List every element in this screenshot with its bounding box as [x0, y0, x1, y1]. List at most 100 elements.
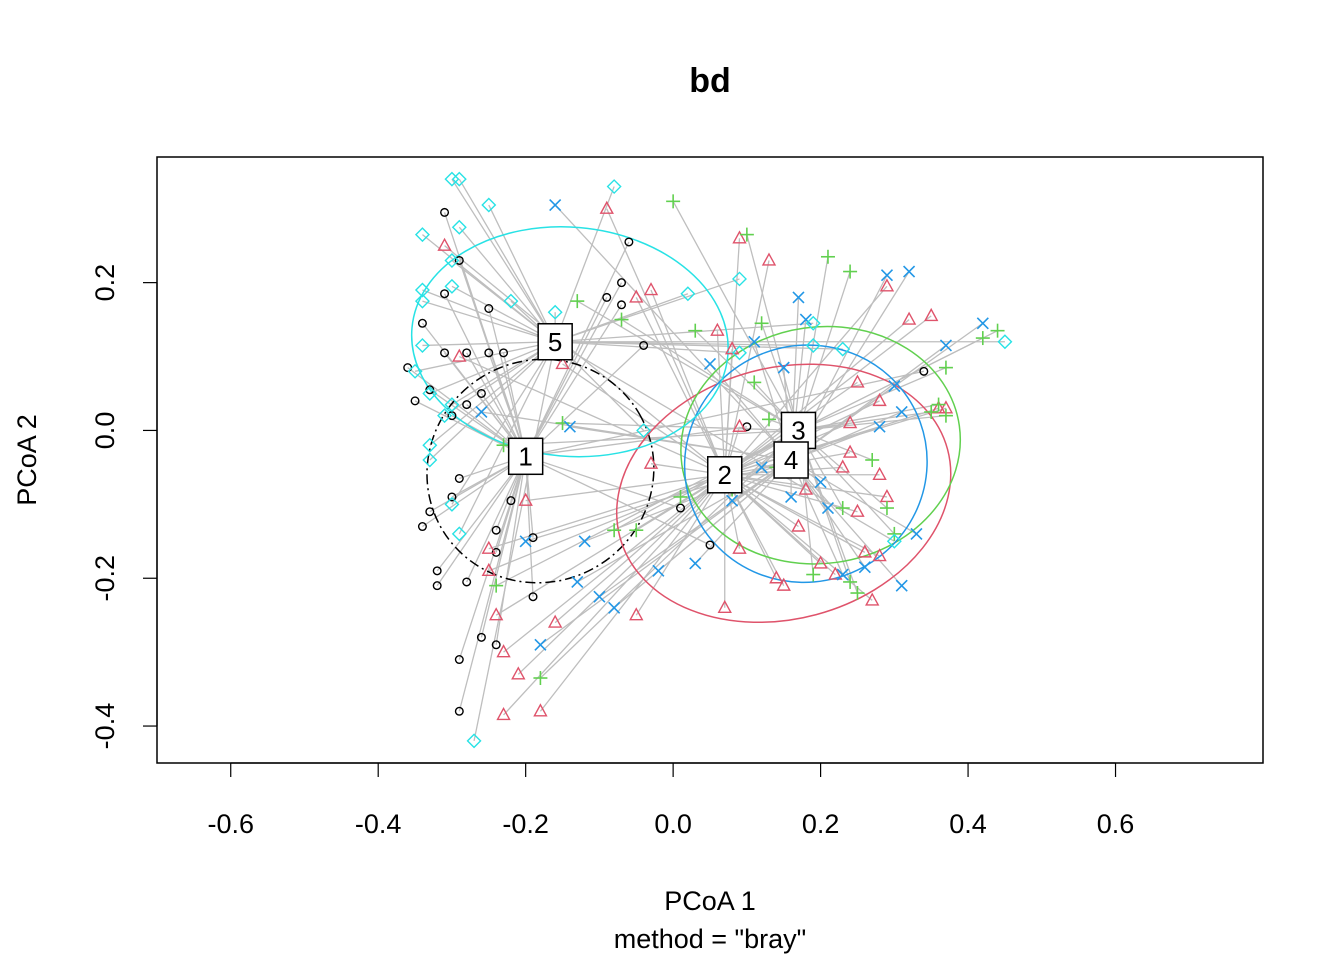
spider-line-g5-7	[422, 300, 556, 343]
centroid-text-5: 5	[548, 327, 562, 357]
point-g2-15	[511, 666, 526, 680]
spider-line-g4-28	[790, 459, 917, 535]
point-g5-24	[732, 345, 747, 361]
point-g5-2	[481, 197, 497, 213]
point-g1-36	[676, 503, 686, 513]
point-g1-11	[499, 348, 509, 358]
point-g4-6	[652, 564, 665, 577]
point-g3-20	[806, 567, 821, 582]
point-g2-12	[481, 562, 496, 577]
point-g5-12	[407, 363, 423, 379]
spider-line-g5-13	[429, 341, 556, 395]
point-g3-14	[761, 412, 776, 427]
centroid-box-2	[706, 456, 743, 494]
point-g2-18	[547, 614, 563, 628]
point-g2-40	[924, 307, 939, 322]
point-g4-26	[895, 579, 908, 592]
point-g1-7	[440, 348, 450, 358]
point-g2-28	[828, 566, 843, 580]
centroid-box-1	[507, 437, 544, 476]
point-g1-29	[491, 640, 501, 650]
spider-line-g3-8	[672, 201, 800, 431]
spider-line-g1-28	[458, 456, 527, 660]
spider-line-g5-0	[451, 178, 556, 343]
spider-line-g3-4	[576, 300, 799, 432]
point-g5-18	[444, 496, 460, 512]
spider-line-g2-9	[724, 260, 770, 475]
point-g4-1	[563, 420, 576, 433]
point-g2-4	[629, 289, 644, 303]
spider-line-g4-26	[790, 459, 903, 587]
point-g2-7	[724, 341, 740, 355]
point-g1-16	[447, 492, 457, 502]
x-tick-label-1: -0.4	[355, 809, 402, 839]
point-g4-21	[858, 561, 871, 574]
point-g2-2	[555, 355, 570, 370]
point-g3-12	[747, 375, 762, 390]
point-g1-30	[454, 706, 464, 716]
point-g2-20	[643, 455, 659, 469]
ellipse-group-2	[615, 363, 952, 624]
point-g1-19	[432, 566, 442, 576]
point-g1-18	[417, 522, 427, 532]
y-tick-label-0: -0.4	[90, 703, 120, 750]
point-g4-22	[873, 420, 886, 433]
spider-line-g2-12	[488, 474, 725, 572]
point-g2-16	[496, 707, 511, 721]
point-g2-22	[732, 540, 747, 554]
spider-line-g5-18	[451, 341, 556, 505]
point-g5-15	[437, 408, 453, 424]
point-g1-6	[425, 385, 435, 395]
point-g5-9	[503, 293, 519, 309]
y-tick-label-2: 0.0	[90, 412, 120, 450]
y-axis: -0.4 -0.2 0.0 0.2	[90, 264, 158, 750]
point-g2-36	[872, 548, 887, 562]
point-g3-10	[688, 323, 703, 338]
spider-line-g1-21	[466, 456, 527, 583]
point-g4-12	[726, 494, 739, 507]
point-g1-24	[506, 496, 516, 506]
spider-line-g1-34	[525, 344, 645, 457]
point-g2-6	[710, 322, 725, 336]
point-g2-8	[732, 230, 747, 244]
point-g1-34	[639, 340, 649, 350]
point-g4-16	[799, 313, 812, 326]
point-g2-34	[872, 466, 887, 480]
point-g1-39	[919, 366, 929, 376]
point-g2-32	[850, 374, 865, 388]
spider-line-g2-0	[444, 245, 726, 476]
point-g2-0	[437, 237, 452, 251]
point-g5-13	[422, 385, 438, 401]
spider-line-g4-8	[540, 459, 792, 646]
point-g5-14	[444, 397, 460, 413]
y-axis-label: PCoA 2	[12, 414, 42, 506]
point-g4-19	[821, 501, 835, 515]
point-g2-39	[901, 311, 917, 325]
point-g4-9	[475, 405, 488, 419]
point-g1-15	[454, 473, 464, 483]
point-g2-41	[931, 400, 946, 414]
point-g1-3	[417, 318, 427, 328]
spider-line-g1-5	[414, 400, 526, 457]
spider-line-g2-28	[724, 474, 836, 576]
point-g3-3	[555, 416, 570, 431]
point-g5-29	[997, 334, 1013, 350]
point-g4-23	[880, 269, 894, 282]
point-g2-25	[776, 577, 791, 591]
point-g3-31	[990, 323, 1005, 338]
x-tick-label-6: 0.6	[1097, 809, 1135, 839]
point-g3-7	[629, 523, 644, 538]
point-g1-9	[484, 304, 494, 314]
point-g1-10	[484, 348, 494, 358]
point-g3-30	[975, 331, 990, 346]
ellipse-group-4	[683, 344, 928, 584]
spider-line-g5-6	[422, 289, 556, 343]
point-g1-33	[602, 292, 612, 302]
spider-line-g4-3	[576, 459, 792, 583]
point-g1-13	[462, 400, 472, 410]
point-g5-3	[451, 219, 467, 235]
point-g1-21	[462, 577, 472, 587]
point-g5-30	[466, 733, 482, 749]
point-g2-21	[732, 418, 747, 432]
point-g2-9	[761, 252, 777, 266]
